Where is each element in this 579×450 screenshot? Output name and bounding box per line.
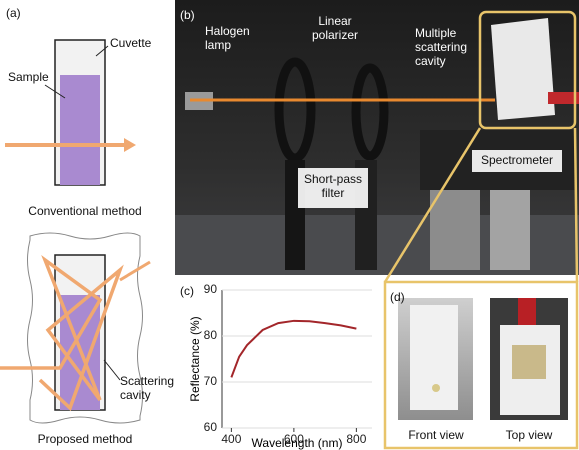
label: (d) xyxy=(390,290,405,304)
y-tick-label: 80 xyxy=(204,328,218,342)
label: Short-pass xyxy=(304,172,362,186)
label: Front view xyxy=(408,428,464,442)
label: filter xyxy=(322,186,345,200)
y-tick-label: 90 xyxy=(204,282,218,296)
y-axis-label: Reflectance (%) xyxy=(188,316,202,401)
label: Halogen xyxy=(205,24,250,38)
x-tick-label: 800 xyxy=(346,432,366,446)
label: Spectrometer xyxy=(481,153,553,167)
label: (b) xyxy=(180,8,195,22)
label: Scattering xyxy=(120,374,174,388)
label: Conventional method xyxy=(28,204,141,218)
label: polarizer xyxy=(312,28,358,42)
label: Top view xyxy=(506,428,553,442)
data-line xyxy=(231,321,356,378)
label: (c) xyxy=(180,284,194,298)
label: cavity xyxy=(120,388,151,402)
label: Cuvette xyxy=(110,36,152,50)
label: Proposed method xyxy=(38,432,133,446)
label: cavity xyxy=(415,54,446,68)
label: Multiple xyxy=(415,26,457,40)
cavity-photos xyxy=(385,282,577,448)
y-tick-label: 70 xyxy=(204,374,218,388)
label: (a) xyxy=(6,6,21,20)
x-tick-label: 400 xyxy=(221,432,241,446)
y-tick-label: 60 xyxy=(204,420,218,434)
label: scattering xyxy=(415,40,467,54)
setup-photo xyxy=(175,0,579,282)
x-axis-label: Wavelength (nm) xyxy=(252,436,343,450)
label: lamp xyxy=(205,38,231,52)
figure: (a) Cuvette Sample Conventional method Scatt… xyxy=(0,0,579,450)
conventional-diagram xyxy=(5,40,136,185)
label: Sample xyxy=(8,70,49,84)
label: Linear xyxy=(318,14,351,28)
